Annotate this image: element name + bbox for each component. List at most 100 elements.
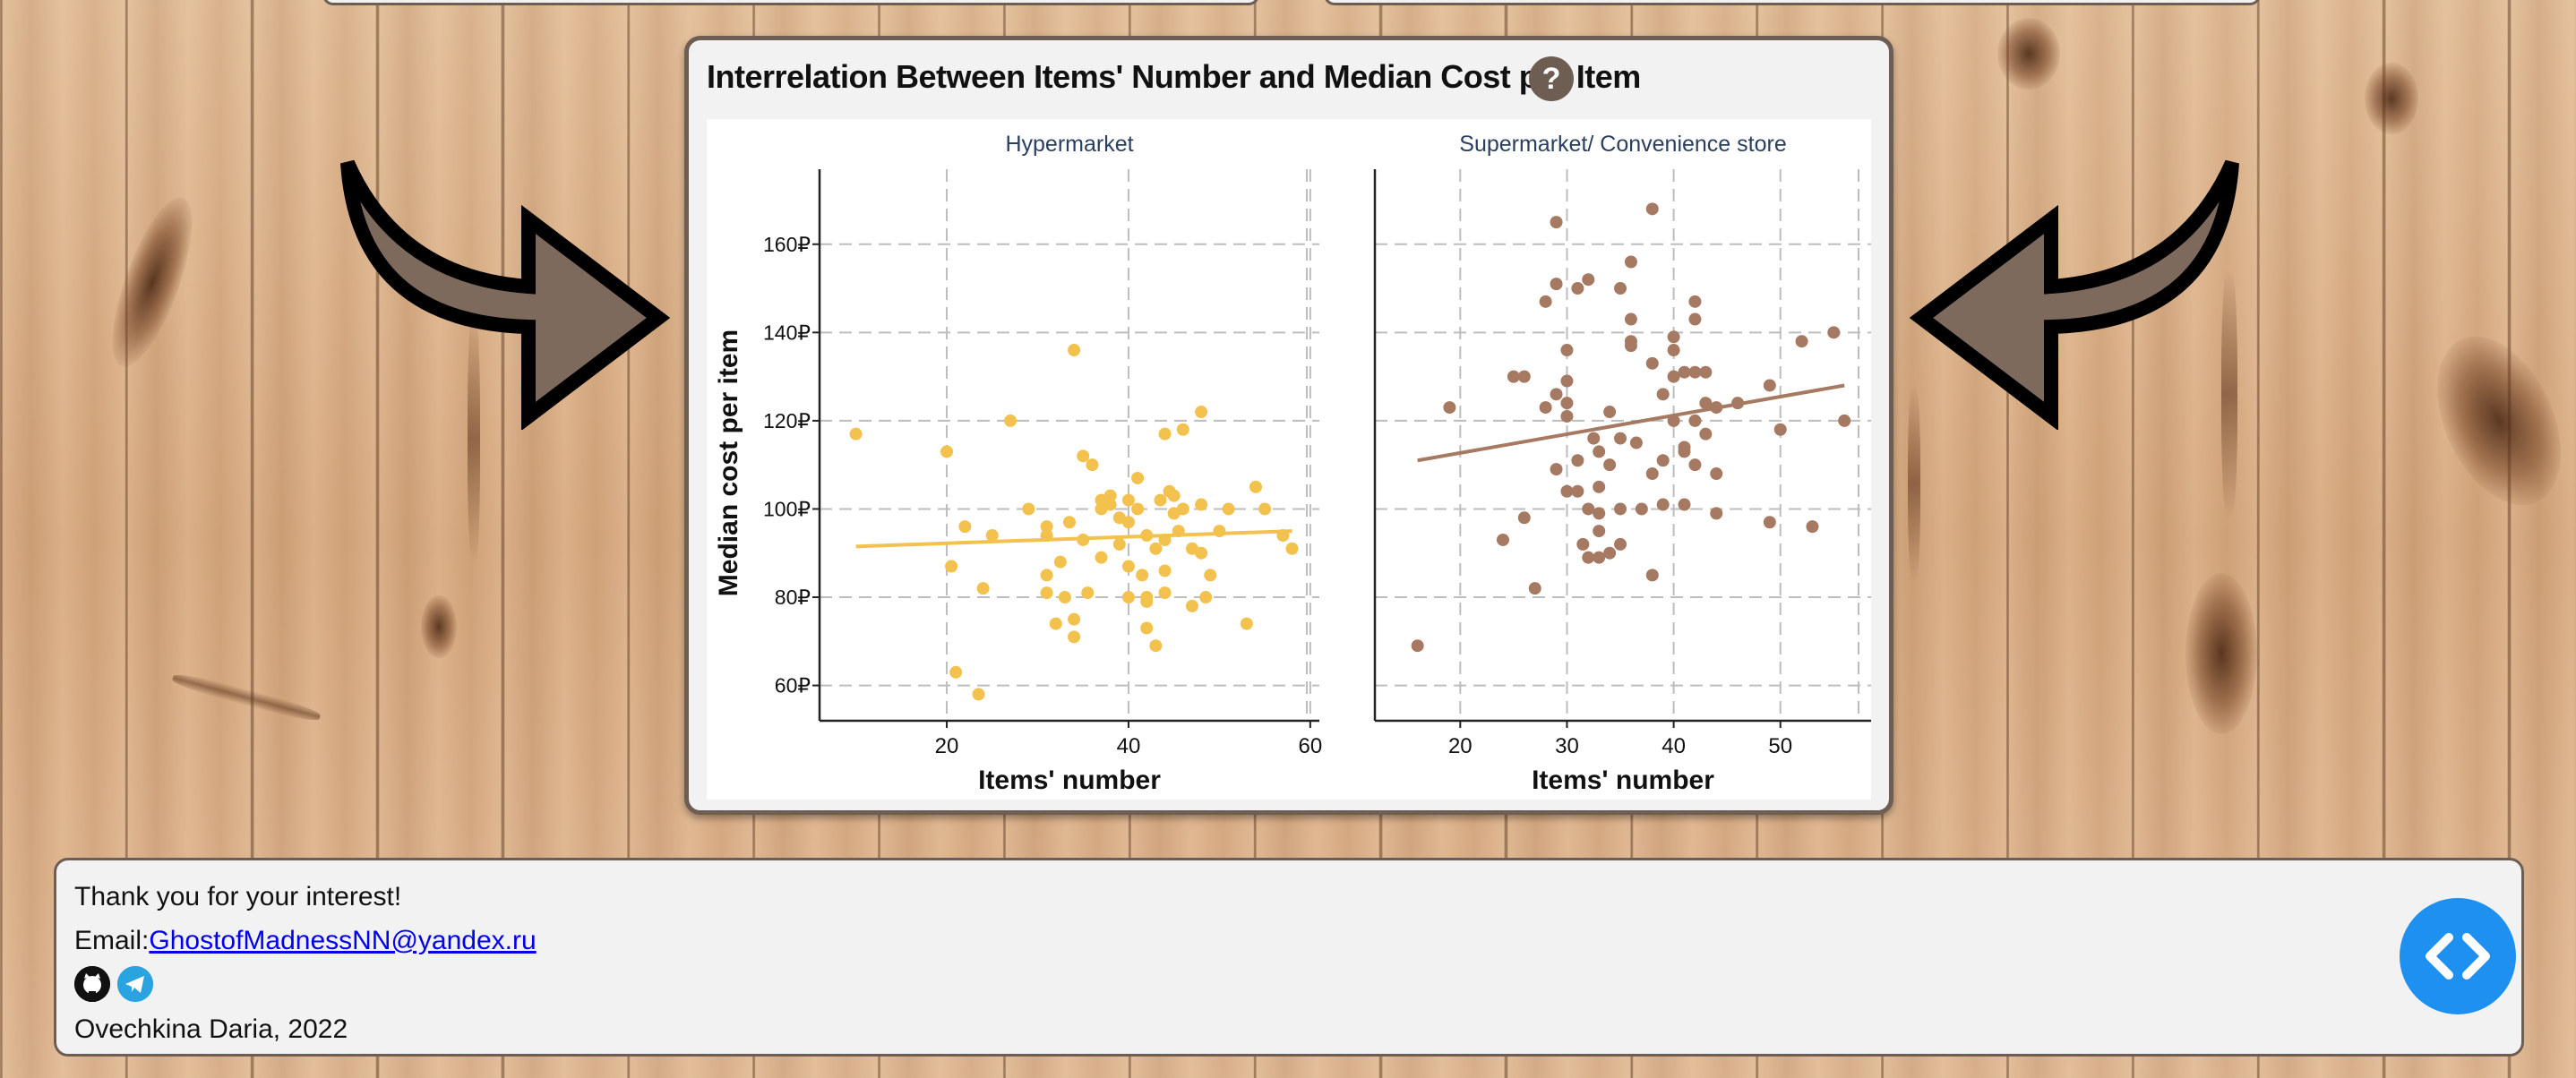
data-point xyxy=(1258,502,1272,516)
x-tick-label: 40 xyxy=(1117,734,1141,758)
source-code-button[interactable] xyxy=(2400,898,2516,1014)
chart-hypermarket: Hypermarket 20 40 60 Items' number 60₽ 80₽ 100₽… xyxy=(714,132,1322,795)
data-point xyxy=(958,520,972,534)
data-point xyxy=(1528,582,1541,595)
data-point xyxy=(1140,621,1154,635)
data-point xyxy=(1710,507,1723,520)
data-point xyxy=(1086,458,1099,472)
data-point xyxy=(1140,591,1154,604)
data-point xyxy=(985,529,999,543)
wood-knot xyxy=(2365,63,2418,134)
data-point xyxy=(972,688,985,701)
data-point xyxy=(1688,458,1702,472)
data-point xyxy=(1614,432,1627,445)
data-point xyxy=(1103,498,1117,511)
data-point xyxy=(1176,423,1189,436)
telegram-icon[interactable] xyxy=(117,966,153,1002)
data-point xyxy=(1614,537,1627,551)
data-point xyxy=(1077,533,1090,546)
data-point xyxy=(1624,312,1637,326)
data-point xyxy=(1276,529,1290,543)
data-point xyxy=(1103,489,1117,502)
chart-title: Supermarket/ Convenience store xyxy=(1459,132,1786,157)
data-point xyxy=(1517,511,1531,525)
data-point xyxy=(1645,202,1659,216)
x-axis-label: Items' number xyxy=(1532,766,1714,795)
data-point xyxy=(1068,612,1081,626)
data-point xyxy=(1593,480,1606,493)
data-point xyxy=(1176,502,1189,516)
email-line: Email:GhostofMadnessNN@yandex.ru xyxy=(74,926,537,956)
data-point xyxy=(1656,498,1670,511)
data-point xyxy=(1645,467,1659,481)
data-point xyxy=(1517,370,1531,383)
data-point xyxy=(1172,525,1185,538)
data-point xyxy=(1496,533,1509,546)
data-point xyxy=(1121,560,1135,573)
right-arrow-icon xyxy=(1909,159,2239,430)
data-point xyxy=(1603,546,1617,560)
data-point xyxy=(1158,586,1172,600)
data-point xyxy=(1158,533,1172,546)
left-arrow-icon xyxy=(340,159,671,430)
data-point xyxy=(1582,273,1595,287)
data-point xyxy=(1550,388,1563,401)
footer: Thank you for your interest! Email:Ghost… xyxy=(54,858,2524,1057)
x-tick-label: 30 xyxy=(1555,734,1579,758)
data-point xyxy=(1539,295,1552,308)
data-point xyxy=(1593,551,1606,564)
data-point xyxy=(1593,525,1606,538)
data-point xyxy=(1688,414,1702,427)
data-point xyxy=(1710,467,1723,481)
author-text: Ovechkina Daria, 2022 xyxy=(74,1014,348,1044)
data-point xyxy=(1539,401,1552,415)
data-point xyxy=(1040,586,1053,600)
data-point xyxy=(1131,502,1145,516)
data-point xyxy=(1629,436,1643,449)
data-point xyxy=(1678,445,1691,458)
data-point xyxy=(1603,458,1617,472)
data-point xyxy=(1131,471,1145,484)
data-point xyxy=(1550,278,1563,291)
wood-knot xyxy=(96,188,209,376)
data-point xyxy=(1614,282,1627,295)
data-point xyxy=(1656,388,1670,401)
data-point xyxy=(1550,216,1563,229)
wood-streak xyxy=(2221,269,2237,519)
data-point xyxy=(1058,591,1071,604)
data-point xyxy=(1185,599,1198,612)
data-point xyxy=(1699,365,1713,379)
email-link[interactable]: GhostofMadnessNN@yandex.ru xyxy=(149,926,537,955)
data-point xyxy=(1411,639,1424,653)
data-point xyxy=(1624,255,1637,269)
data-point xyxy=(1560,374,1574,388)
data-point xyxy=(1806,520,1819,534)
data-point xyxy=(1149,542,1163,555)
data-point xyxy=(1699,427,1713,441)
data-point xyxy=(1443,401,1456,415)
data-point xyxy=(1140,529,1154,543)
data-point xyxy=(1004,414,1018,427)
data-point xyxy=(1081,586,1095,600)
data-point xyxy=(1167,489,1181,502)
data-point xyxy=(1699,397,1713,410)
data-point xyxy=(1614,502,1627,516)
chart-title: Hypermarket xyxy=(1005,132,1133,157)
y-tick-label: 140₽ xyxy=(763,321,811,344)
data-point xyxy=(1678,498,1691,511)
data-point xyxy=(1040,569,1053,582)
github-icon[interactable] xyxy=(74,966,110,1002)
x-tick-label: 20 xyxy=(935,734,959,758)
help-icon[interactable]: ? xyxy=(1529,56,1574,101)
data-point xyxy=(1667,414,1680,427)
data-point xyxy=(1667,344,1680,357)
data-point xyxy=(1624,339,1637,353)
data-point xyxy=(940,445,954,458)
data-point xyxy=(1222,502,1235,516)
data-point xyxy=(1249,480,1262,493)
data-point xyxy=(976,582,990,595)
data-point xyxy=(1838,414,1851,427)
data-point xyxy=(1667,370,1680,383)
y-tick-label: 120₽ xyxy=(763,409,811,432)
data-point xyxy=(1195,546,1208,560)
